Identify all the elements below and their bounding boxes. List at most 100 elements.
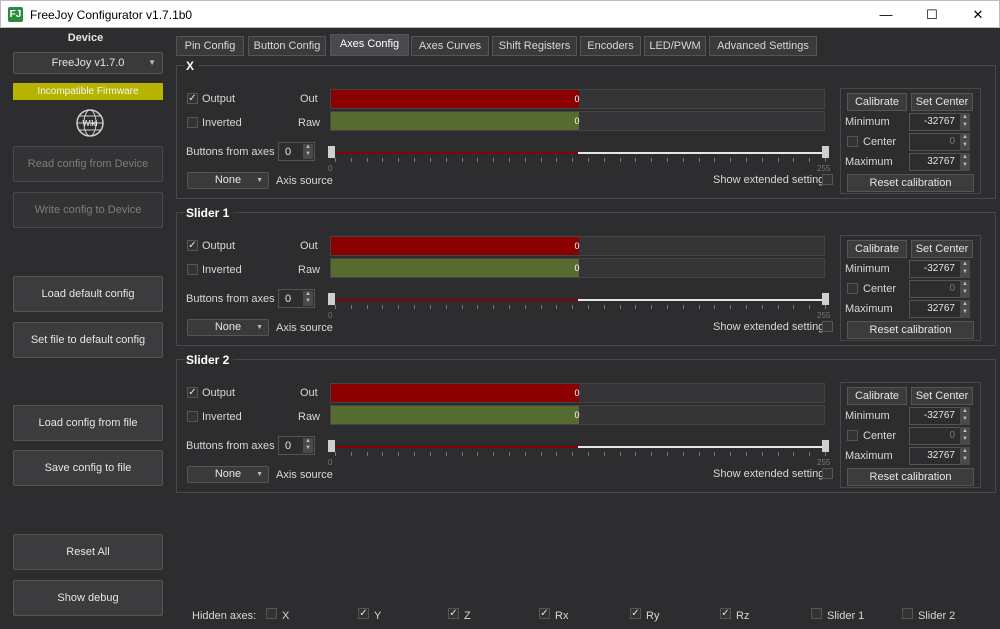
hidden-axis-checkbox[interactable]: ✓	[630, 608, 641, 619]
close-button[interactable]: ✕	[972, 7, 984, 22]
maximum-field[interactable]: 32767	[909, 153, 962, 171]
hidden-axis-checkbox[interactable]: ✓	[720, 608, 731, 619]
inverted-checkbox[interactable]	[187, 117, 198, 128]
reset-calibration-button[interactable]: Reset calibration	[847, 468, 974, 486]
buttons-from-axes-spinbox[interactable]: 0 ▲ ▼	[278, 436, 315, 455]
device-select[interactable]: FreeJoy v1.7.0 ▼	[13, 52, 163, 74]
spin-arrows-icon[interactable]: ▲ ▼	[960, 427, 970, 445]
maximum-field[interactable]: 32767	[909, 447, 962, 465]
spin-arrows-icon[interactable]: ▲ ▼	[960, 113, 970, 131]
output-checkbox[interactable]: ✓	[187, 240, 198, 251]
minimum-field[interactable]: -32767	[909, 407, 962, 425]
write-config-button[interactable]: Write config to Device	[13, 192, 163, 228]
center-field[interactable]: 0	[909, 280, 962, 298]
tab-shift-registers[interactable]: Shift Registers	[492, 36, 577, 56]
axis-source-select[interactable]: None ▼	[187, 172, 269, 189]
slider-max-handle[interactable]	[822, 440, 829, 452]
set-center-button[interactable]: Set Center	[911, 240, 973, 258]
buttons-from-axes-spinbox[interactable]: 0 ▲ ▼	[278, 289, 315, 308]
show-debug-button[interactable]: Show debug	[13, 580, 163, 616]
spin-arrows-icon[interactable]: ▲ ▼	[303, 291, 313, 306]
tab-encoders[interactable]: Encoders	[580, 36, 641, 56]
show-extended-checkbox[interactable]	[822, 468, 833, 479]
out-label: Out	[300, 93, 318, 105]
center-field[interactable]: 0	[909, 133, 962, 151]
calibrate-button[interactable]: Calibrate	[847, 387, 907, 405]
hidden-axis-checkbox[interactable]: ✓	[358, 608, 369, 619]
load-default-config-button[interactable]: Load default config	[13, 276, 163, 312]
buttons-range-slider[interactable]	[330, 446, 826, 448]
spin-arrows-icon[interactable]: ▲ ▼	[960, 447, 970, 465]
reset-calibration-button[interactable]: Reset calibration	[847, 174, 974, 192]
spin-arrows-icon[interactable]: ▲ ▼	[960, 153, 970, 171]
slider-tick	[793, 452, 795, 456]
axis-source-label: Axis source	[276, 175, 333, 187]
inverted-checkbox[interactable]	[187, 411, 198, 422]
device-heading: Device	[67, 32, 104, 44]
minimize-button[interactable]: —	[879, 7, 893, 22]
slider-min-label: 0	[328, 164, 333, 173]
minimum-field[interactable]: -32767	[909, 113, 962, 131]
slider-max-handle[interactable]	[822, 293, 829, 305]
tab-button-config[interactable]: Button Config	[248, 36, 326, 56]
buttons-from-axes-value: 0	[285, 293, 292, 305]
output-checkbox[interactable]: ✓	[187, 387, 198, 398]
slider-max-handle[interactable]	[822, 146, 829, 158]
wiki-globe-icon[interactable]: Wiki	[75, 108, 105, 138]
slider-min-handle[interactable]	[328, 440, 335, 452]
set-center-button[interactable]: Set Center	[911, 93, 973, 111]
set-file-default-button[interactable]: Set file to default config	[13, 322, 163, 358]
save-config-file-button[interactable]: Save config to file	[13, 450, 163, 486]
slider-tick	[524, 158, 526, 162]
reset-calibration-button[interactable]: Reset calibration	[847, 321, 974, 339]
hidden-axis-checkbox[interactable]	[266, 608, 277, 619]
slider-tick	[777, 452, 779, 456]
read-config-button[interactable]: Read config from Device	[13, 146, 163, 182]
center-field[interactable]: 0	[909, 427, 962, 445]
buttons-range-slider[interactable]	[330, 152, 826, 154]
spin-arrows-icon[interactable]: ▲ ▼	[960, 133, 970, 151]
output-checkbox[interactable]: ✓	[187, 93, 198, 104]
axis-panel: Slider 1 ✓ Output Out 0 Inverted Raw 0 B…	[176, 206, 996, 346]
tab-pin-config[interactable]: Pin Config	[176, 36, 244, 56]
hidden-axis-checkbox[interactable]	[811, 608, 822, 619]
set-center-button[interactable]: Set Center	[911, 387, 973, 405]
spin-arrows-icon[interactable]: ▲ ▼	[960, 407, 970, 425]
center-checkbox[interactable]	[847, 136, 858, 147]
slider-min-handle[interactable]	[328, 293, 335, 305]
spin-arrows-icon[interactable]: ▲ ▼	[960, 300, 970, 318]
center-checkbox[interactable]	[847, 283, 858, 294]
show-extended-checkbox[interactable]	[822, 321, 833, 332]
spin-arrows-icon[interactable]: ▲ ▼	[303, 438, 313, 453]
chevron-down-icon: ▼	[256, 471, 263, 478]
slider-tick	[572, 305, 574, 309]
spin-arrows-icon[interactable]: ▲ ▼	[960, 280, 970, 298]
tab-led-pwm[interactable]: LED/PWM	[644, 36, 706, 56]
show-extended-checkbox[interactable]	[822, 174, 833, 185]
hidden-axis-checkbox[interactable]	[902, 608, 913, 619]
tab-axes-config[interactable]: Axes Config	[330, 34, 409, 56]
buttons-range-slider[interactable]	[330, 299, 826, 301]
axis-source-select[interactable]: None ▼	[187, 466, 269, 483]
tab-axes-curves[interactable]: Axes Curves	[411, 36, 489, 56]
center-checkbox[interactable]	[847, 430, 858, 441]
tab-advanced-settings[interactable]: Advanced Settings	[709, 36, 817, 56]
maximize-button[interactable]: ☐	[926, 7, 938, 22]
spin-arrows-icon[interactable]: ▲ ▼	[303, 144, 313, 159]
calibrate-button[interactable]: Calibrate	[847, 93, 907, 111]
load-config-file-button[interactable]: Load config from file	[13, 405, 163, 441]
hidden-axis-checkbox[interactable]: ✓	[448, 608, 459, 619]
reset-all-button[interactable]: Reset All	[13, 534, 163, 570]
inverted-checkbox[interactable]	[187, 264, 198, 275]
hidden-axis-checkbox[interactable]: ✓	[539, 608, 550, 619]
hidden-axis-label: Ry	[646, 610, 660, 622]
slider-tick	[682, 158, 684, 162]
spin-arrows-icon[interactable]: ▲ ▼	[960, 260, 970, 278]
slider-min-handle[interactable]	[328, 146, 335, 158]
maximum-field[interactable]: 32767	[909, 300, 962, 318]
slider-tick	[730, 452, 732, 456]
calibrate-button[interactable]: Calibrate	[847, 240, 907, 258]
axis-source-select[interactable]: None ▼	[187, 319, 269, 336]
buttons-from-axes-spinbox[interactable]: 0 ▲ ▼	[278, 142, 315, 161]
minimum-field[interactable]: -32767	[909, 260, 962, 278]
